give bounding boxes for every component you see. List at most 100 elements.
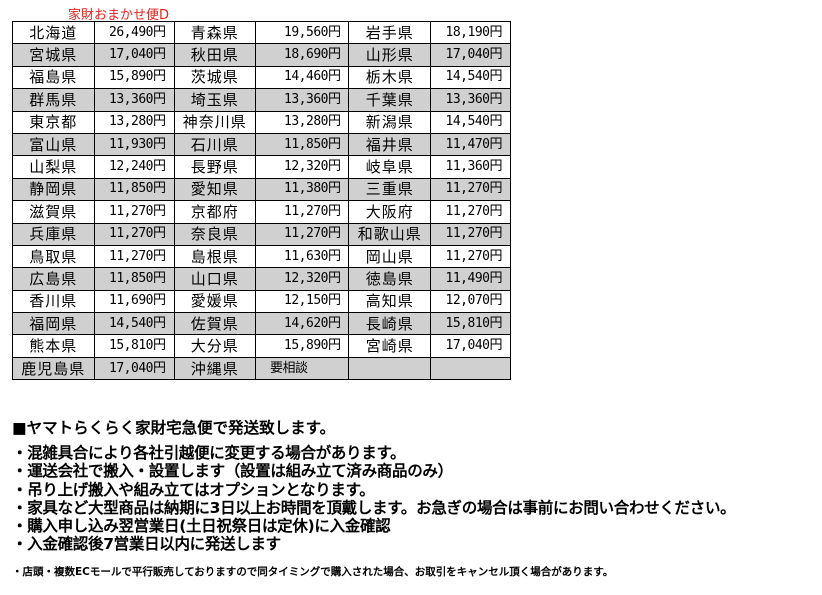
shipping-notes: ■ヤマトらくらく家財宅急便で発送致します。 ・混雑具合により各社引越便に変更する… [12,416,736,579]
prefecture-cell: 鳥取県 [12,244,95,269]
prefecture-cell: 秋田県 [173,43,257,67]
prefecture-cell: 奈良県 [173,222,257,246]
price-cell: 12,150円 [255,289,350,314]
price-cell: 26,490円 [93,20,175,45]
price-cell: 11,490円 [430,267,511,291]
prefecture-cell: 岡山県 [348,244,432,269]
prefecture-cell: 静岡県 [12,177,95,202]
prefecture-cell: 青森県 [173,20,257,45]
price-cell: 11,930円 [93,132,175,157]
shipping-rate-table: 北海道 26,490円 青森県 19,560円 岩手県 18,190円 宮城県 17,040円… [12,20,511,381]
notes-footnote: ・店頭・複数ECモールで平行販売しておりますので同タイミングで購入された場合、お… [12,565,614,578]
prefecture-cell: 長崎県 [348,312,432,336]
prefecture-cell: 福井県 [348,132,432,157]
prefecture-cell: 沖縄県 [173,356,257,381]
prefecture-cell: 富山県 [12,132,95,157]
prefecture-cell: 長野県 [173,155,257,179]
price-cell: 17,040円 [430,334,511,358]
price-cell: 14,540円 [93,312,175,336]
price-cell: 12,070円 [430,289,511,314]
table-row: 広島県 11,850円 山口県 12,320円 徳島県 11,490円 [12,267,511,291]
price-cell: 11,630円 [255,244,350,269]
note-item: ・購入申し込み翌営業日(土日祝祭日は定休)に入金確認 [12,517,391,536]
price-cell: 11,270円 [93,200,175,224]
price-cell: 18,690円 [255,43,350,67]
price-cell: 12,320円 [255,155,350,179]
price-cell: 13,280円 [93,110,175,134]
price-cell: 11,270円 [93,244,175,269]
price-cell: 11,690円 [93,289,175,314]
prefecture-cell: 香川県 [12,289,95,314]
prefecture-cell: 福島県 [12,65,95,90]
service-title: 家財おまかせ便D [68,8,170,23]
prefecture-cell: 徳島県 [348,267,432,291]
notes-heading: ■ヤマトらくらく家財宅急便で発送致します。 [12,419,336,437]
prefecture-cell: 鹿児島県 [12,356,95,381]
prefecture-cell: 福岡県 [12,312,95,336]
prefecture-cell: 群馬県 [12,88,95,112]
price-cell: 15,810円 [93,334,175,358]
table-row: 鹿児島県 17,040円 沖縄県 要相談 [12,356,511,381]
price-cell: 11,270円 [255,200,350,224]
prefecture-cell: 高知県 [348,289,432,314]
prefecture-cell: 茨城県 [173,65,257,90]
table-row: 滋賀県 11,270円 京都府 11,270円 大阪府 11,270円 [12,200,511,224]
price-cell: 12,240円 [93,155,175,179]
prefecture-cell: 大分県 [173,334,257,358]
price-cell: 13,280円 [255,110,350,134]
prefecture-cell: 滋賀県 [12,200,95,224]
table-row: 香川県 11,690円 愛媛県 12,150円 高知県 12,070円 [12,289,511,314]
prefecture-cell: 佐賀県 [173,312,257,336]
price-cell: 13,360円 [93,88,175,112]
table-row: 鳥取県 11,270円 島根県 11,630円 岡山県 11,270円 [12,244,511,269]
prefecture-cell: 神奈川県 [173,110,257,134]
note-item: ・混雑具合により各社引越便に変更する場合があります。 [12,444,406,462]
price-cell: 11,850円 [255,132,350,157]
prefecture-cell: 埼玉県 [173,88,257,112]
prefecture-cell: 山口県 [173,267,257,291]
prefecture-cell [348,356,432,381]
price-cell: 15,890円 [93,65,175,90]
prefecture-cell: 愛媛県 [173,289,257,314]
prefecture-cell: 新潟県 [348,110,432,134]
note-item: ・吊り上げ搬入や組み立てはオプションとなります。 [12,480,375,499]
note-item: ・運送会社で搬入・設置します（設置は組み立て済み商品のみ） [12,462,453,481]
price-cell: 11,380円 [255,177,350,202]
prefecture-cell: 熊本県 [12,334,95,358]
price-cell: 11,850円 [93,267,175,291]
table-row: 静岡県 11,850円 愛知県 11,380円 三重県 11,270円 [12,177,511,202]
prefecture-cell: 宮崎県 [348,334,432,358]
price-cell: 19,560円 [255,20,350,45]
table-row: 北海道 26,490円 青森県 19,560円 岩手県 18,190円 [12,20,511,45]
price-cell: 13,360円 [255,88,350,112]
table-row: 兵庫県 11,270円 奈良県 11,270円 和歌山県 11,270円 [12,222,511,246]
price-cell: 11,270円 [430,177,511,202]
price-cell: 15,890円 [255,334,350,358]
prefecture-cell: 岩手県 [348,20,432,45]
price-cell [430,356,511,381]
table-row: 宮城県 17,040円 秋田県 18,690円 山形県 17,040円 [12,43,511,67]
prefecture-cell: 栃木県 [348,65,432,90]
prefecture-cell: 広島県 [12,267,95,291]
prefecture-cell: 山梨県 [12,155,95,179]
price-cell: 11,360円 [430,155,511,179]
price-cell: 17,040円 [93,43,175,67]
price-cell: 18,190円 [430,20,511,45]
note-item: ・家具など大型商品は納期に3日以上お時間を頂戴します。お急ぎの場合は事前にお問い… [12,498,736,517]
prefecture-cell: 和歌山県 [348,222,432,246]
prefecture-cell: 京都府 [173,200,257,224]
table-row: 東京都 13,280円 神奈川県 13,280円 新潟県 14,540円 [12,110,511,134]
price-cell: 11,270円 [430,200,511,224]
prefecture-cell: 北海道 [12,20,95,45]
table-row: 山梨県 12,240円 長野県 12,320円 岐阜県 11,360円 [12,155,511,179]
price-cell: 17,040円 [430,43,511,67]
prefecture-cell: 岐阜県 [348,155,432,179]
prefecture-cell: 三重県 [348,177,432,202]
prefecture-cell: 大阪府 [348,200,432,224]
table-row: 福島県 15,890円 茨城県 14,460円 栃木県 14,540円 [12,65,511,90]
table-row: 富山県 11,930円 石川県 11,850円 福井県 11,470円 [12,132,511,157]
prefecture-cell: 宮城県 [12,43,95,67]
prefecture-cell: 愛知県 [173,177,257,202]
table-row: 福岡県 14,540円 佐賀県 14,620円 長崎県 15,810円 [12,312,511,336]
price-cell: 14,460円 [255,65,350,90]
